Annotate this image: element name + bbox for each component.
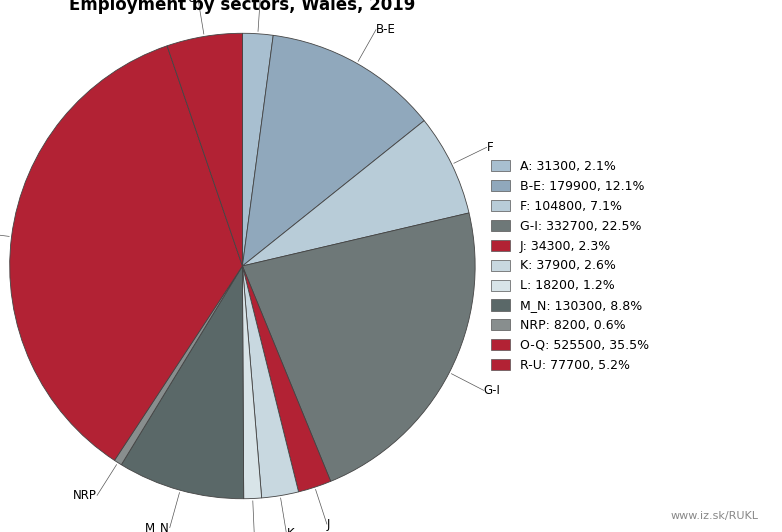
Wedge shape: [242, 266, 299, 498]
Text: J: J: [327, 518, 330, 530]
Text: L: L: [251, 531, 257, 532]
Wedge shape: [121, 266, 244, 498]
Wedge shape: [242, 266, 331, 492]
Text: NRP: NRP: [74, 489, 97, 502]
Text: M_N: M_N: [145, 521, 170, 532]
Wedge shape: [167, 34, 242, 266]
Text: www.iz.sk/RUKL: www.iz.sk/RUKL: [670, 511, 759, 521]
Wedge shape: [9, 46, 242, 460]
Text: B-E: B-E: [376, 23, 396, 36]
Text: G-I: G-I: [484, 384, 500, 397]
Title: Employment by sectors, Wales, 2019: Employment by sectors, Wales, 2019: [70, 0, 415, 14]
Wedge shape: [242, 35, 424, 266]
Wedge shape: [242, 121, 469, 266]
Wedge shape: [242, 266, 262, 498]
Wedge shape: [242, 34, 273, 266]
Text: R-U: R-U: [178, 0, 198, 5]
Wedge shape: [114, 266, 242, 465]
Text: A: A: [256, 0, 264, 2]
Wedge shape: [242, 213, 475, 481]
Legend: A: 31300, 2.1%, B-E: 179900, 12.1%, F: 104800, 7.1%, G-I: 332700, 22.5%, J: 3430: A: 31300, 2.1%, B-E: 179900, 12.1%, F: 1…: [491, 160, 649, 372]
Text: K: K: [286, 527, 294, 532]
Text: F: F: [486, 141, 493, 154]
